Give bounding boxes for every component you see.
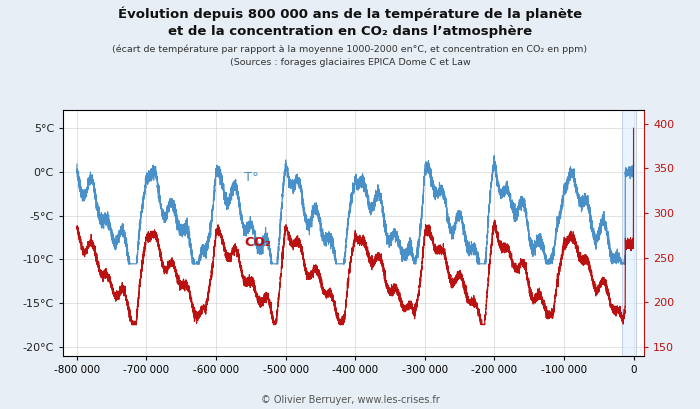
Text: T°: T° (244, 171, 259, 184)
Text: Évolution depuis 800 000 ans de la température de la planète: Évolution depuis 800 000 ans de la tempé… (118, 6, 582, 20)
Text: et de la concentration en CO₂ dans l’atmosphère: et de la concentration en CO₂ dans l’atm… (168, 25, 532, 38)
Text: (Sources : forages glaciaires EPICA Dome C et Law: (Sources : forages glaciaires EPICA Dome… (230, 58, 470, 67)
Text: © Olivier Berruyer, www.les-crises.fr: © Olivier Berruyer, www.les-crises.fr (260, 395, 440, 405)
Text: CO₂: CO₂ (244, 236, 271, 249)
Text: (écart de température par rapport à la moyenne 1000-2000 en°C, et concentration : (écart de température par rapport à la m… (113, 44, 587, 54)
Bar (622, 110, 636, 356)
